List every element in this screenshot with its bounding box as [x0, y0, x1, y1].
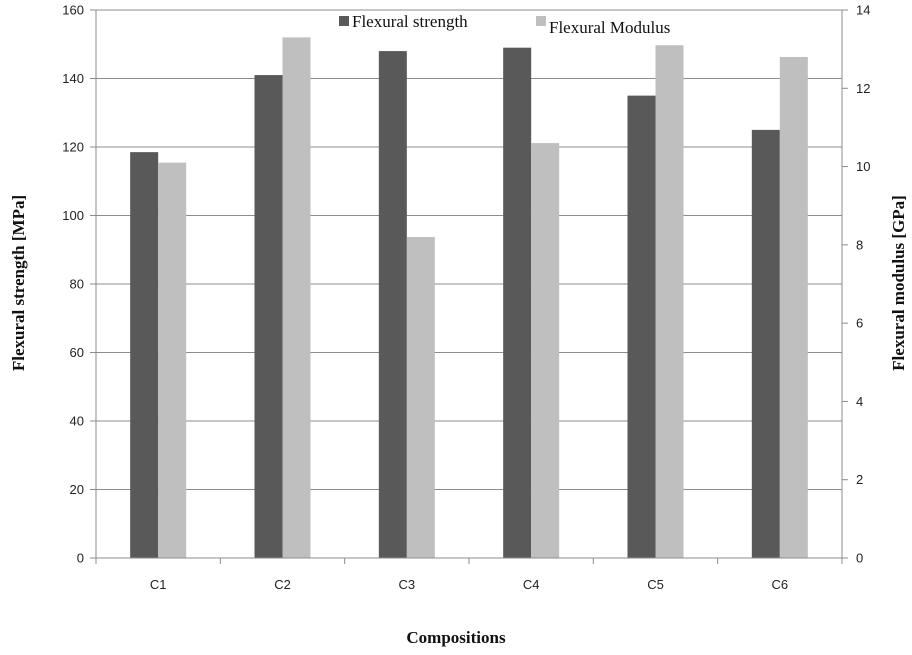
- x-tick-label: C3: [399, 577, 416, 592]
- bar-flexural-strength-c2: [254, 75, 283, 558]
- bar-flexural-strength-c4: [503, 47, 532, 559]
- x-tick-label: C2: [274, 577, 291, 592]
- x-tick-label: C6: [772, 577, 789, 592]
- y2-tick-label: 12: [856, 81, 870, 96]
- y2-tick-label: 10: [856, 159, 870, 174]
- y2-tick-label: 0: [856, 551, 863, 566]
- y2-tick-label: 2: [856, 472, 863, 487]
- y2-tick-label: 4: [856, 394, 863, 409]
- bar-flexural-strength-c5: [627, 95, 656, 558]
- bar-flexural-modulus-c5: [655, 45, 684, 558]
- y2-tick-label: 8: [856, 237, 863, 252]
- gridlines: [96, 9, 842, 490]
- y-tick-label: 120: [62, 140, 84, 155]
- legend-label-flexural-strength: Flexural strength: [352, 12, 468, 31]
- x-tick-labels: C1 C2 C3 C4 C5 C6: [150, 577, 788, 592]
- x-tick-label: C5: [647, 577, 664, 592]
- legend: Flexural strength Flexural Modulus: [339, 12, 670, 37]
- y2-tick-label: 14: [856, 3, 870, 18]
- bar-flexural-modulus-c4: [531, 143, 560, 559]
- y2-axis-title: Flexural modulus [GPa]: [889, 195, 908, 371]
- legend-label-flexural-modulus: Flexural Modulus: [549, 18, 670, 37]
- bar-flexural-modulus-c2: [282, 37, 311, 558]
- axes: [90, 9, 848, 564]
- x-axis-title: Compositions: [406, 628, 506, 647]
- y-tick-label: 60: [70, 345, 84, 360]
- x-tick-label: C1: [150, 577, 167, 592]
- y2-tick-label: 6: [856, 316, 863, 331]
- bar-flexural-modulus-c3: [406, 237, 435, 558]
- left-y-tick-labels: 0 20 40 60 80 100 120 140 160: [62, 3, 84, 566]
- bar-flexural-strength-c6: [751, 129, 780, 558]
- y-tick-label: 20: [70, 482, 84, 497]
- right-y-tick-labels: 0 2 4 6 8 10 12 14: [856, 3, 870, 566]
- y-tick-label: 40: [70, 414, 84, 429]
- y-tick-label: 100: [62, 208, 84, 223]
- legend-swatch-flexural-strength: [339, 16, 349, 26]
- bars: [130, 37, 808, 559]
- bar-flexural-strength-c3: [378, 51, 407, 558]
- y-axis-title: Flexural strength [MPa]: [9, 195, 28, 371]
- y-tick-label: 140: [62, 71, 84, 86]
- y-tick-label: 160: [62, 3, 84, 18]
- bar-flexural-strength-c1: [130, 152, 159, 558]
- bar-flexural-modulus-c1: [158, 162, 187, 558]
- bar-flexural-modulus-c6: [779, 56, 808, 558]
- x-tick-label: C4: [523, 577, 540, 592]
- y-tick-label: 0: [77, 551, 84, 566]
- legend-swatch-flexural-modulus: [536, 16, 546, 26]
- y-tick-label: 80: [70, 277, 84, 292]
